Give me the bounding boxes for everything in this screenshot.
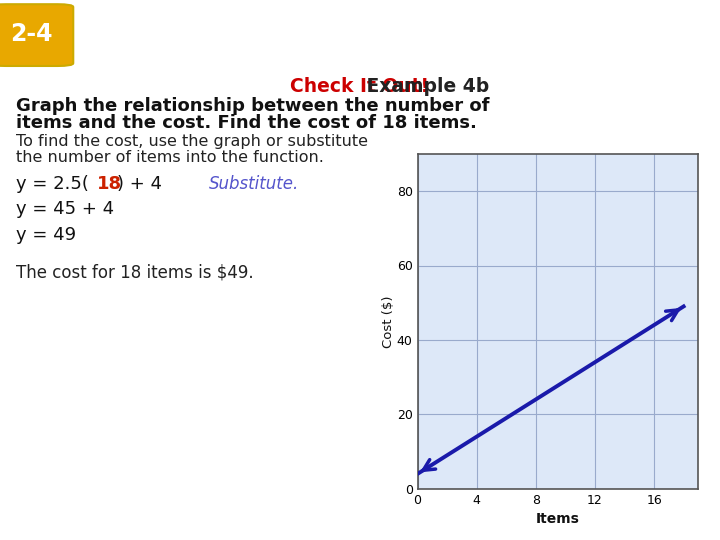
Text: The cost for 18 items is $49.: The cost for 18 items is $49. [16,264,253,281]
Text: y = 45 + 4: y = 45 + 4 [16,200,114,218]
X-axis label: Items: Items [536,512,580,526]
Y-axis label: Cost ($): Cost ($) [382,295,395,348]
Text: 18: 18 [96,175,122,193]
Text: the number of items into the function.: the number of items into the function. [16,150,324,165]
Text: Graph the relationship between the number of: Graph the relationship between the numbe… [16,97,490,115]
Text: y = 2.5(: y = 2.5( [16,175,89,193]
Text: Check It Out!: Check It Out! [290,77,430,96]
Text: Writing Linear Functions: Writing Linear Functions [87,22,435,46]
Text: Substitute.: Substitute. [209,175,299,193]
Text: y = 49: y = 49 [16,226,76,244]
Text: Holt McDougal Algebra 2: Holt McDougal Algebra 2 [11,517,185,530]
Text: To find the cost, use the graph or substitute: To find the cost, use the graph or subst… [16,134,368,149]
Text: items and the cost. Find the cost of 18 items.: items and the cost. Find the cost of 18 … [16,114,477,132]
Text: Copyright © by Holt Mc Dougal. All Rights Reserved.: Copyright © by Holt Mc Dougal. All Right… [431,518,706,528]
FancyBboxPatch shape [0,4,73,66]
Text: Example 4b: Example 4b [360,77,490,96]
Text: ) + 4: ) + 4 [117,175,161,193]
Text: 2-4: 2-4 [10,22,53,46]
